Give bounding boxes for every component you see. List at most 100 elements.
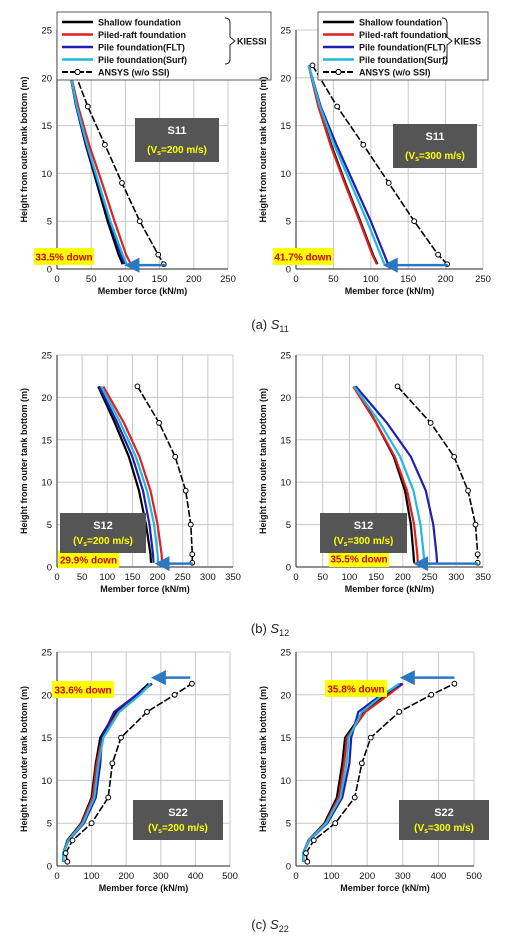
y-tick-label: 20: [41, 690, 52, 701]
legend-marker: [74, 68, 81, 76]
vs-subscript: s: [415, 156, 419, 163]
series-point: [385, 180, 392, 186]
series-line-0: [302, 682, 402, 862]
y-tick-label: 15: [280, 121, 291, 132]
y-tick-label: 25: [280, 26, 291, 37]
annotation-background: [34, 248, 94, 265]
series-point: [187, 521, 194, 528]
y-tick-label: 5: [47, 520, 52, 531]
series-line-0: [97, 385, 153, 563]
series-point: [435, 251, 442, 258]
x-axis-title: Member force (kN/m): [345, 286, 435, 296]
series-line-1: [302, 682, 404, 862]
y-tick-label: 0: [47, 265, 52, 276]
series-line-3: [353, 385, 426, 563]
series-point: [451, 453, 458, 460]
series-line-1: [352, 385, 419, 563]
vs-subscript: s: [344, 541, 348, 548]
y-tick-label: 0: [286, 265, 291, 276]
x-tick-label: 350: [475, 572, 491, 583]
annotation-background: [58, 551, 119, 568]
series-point: [101, 141, 108, 148]
x-tick-label: 200: [118, 871, 134, 882]
x-tick-label: 100: [84, 871, 100, 882]
caption-1: (a) S11: [251, 317, 289, 334]
x-tick-label: 250: [422, 572, 438, 583]
annotation-background: [329, 550, 389, 567]
legend-label: Pile foundation(FLT): [98, 42, 185, 52]
x-tick-label: 300: [200, 572, 216, 583]
series-point: [472, 521, 479, 528]
legend-marker: [335, 68, 342, 76]
series-point: [309, 62, 316, 69]
legend-label: Pile foundation(Surf): [359, 55, 448, 65]
x-tick-label: 250: [175, 572, 191, 583]
x-tick-label: 0: [293, 572, 298, 583]
y-tick-label: 10: [41, 478, 52, 489]
caption-symbol: S: [270, 621, 279, 636]
vs-prefix: (V: [405, 151, 415, 162]
caption-label: (a): [251, 317, 271, 332]
vs-value: =200 m/s): [87, 536, 133, 547]
caption-subscript: 22: [279, 924, 289, 934]
y-tick-label: 20: [280, 393, 291, 404]
caption-label: (b): [251, 621, 271, 636]
y-tick-label: 5: [47, 217, 52, 228]
series-point: [189, 680, 195, 687]
y-axis-title: Height from outer tank bottom (m): [258, 388, 268, 534]
series-point: [332, 820, 339, 827]
y-tick-label: 0: [286, 563, 291, 574]
series-point: [310, 837, 317, 844]
chart-4: 0 50 100 150 200 250 300 350 0 5 10 15 20 25 Member fo…: [258, 351, 491, 595]
series-point: [84, 103, 91, 110]
x-tick-label: 200: [395, 572, 411, 583]
caption-subscript: 12: [279, 628, 289, 638]
series-line-2: [354, 385, 439, 563]
x-tick-label: 300: [395, 871, 411, 882]
series-point: [367, 734, 374, 741]
caption-3: (c) S22: [251, 917, 288, 934]
x-tick-label: 500: [222, 871, 238, 882]
caption-subscript: 11: [279, 324, 288, 334]
series-line-2: [98, 385, 155, 563]
x-tick-label: 200: [150, 572, 166, 583]
x-axis-title: Member force (kN/m): [345, 584, 435, 594]
y-tick-label: 20: [41, 393, 52, 404]
x-tick-label: 250: [475, 274, 491, 285]
shear-wave-velocity: (Vs=300 m/s): [414, 823, 474, 835]
series-point: [62, 850, 69, 857]
vs-prefix: (V: [414, 823, 424, 834]
legend-label: ANSYS (w/o SSI): [98, 67, 170, 77]
series-point: [474, 551, 481, 558]
series-point: [134, 383, 141, 390]
series-line-1: [67, 65, 132, 265]
reduction-annotation: 33.6% down: [54, 686, 111, 697]
chart-3: 0 50 100 150 200 250 300 350 0 5 10 15 20 25 Member fo…: [19, 351, 241, 595]
case-title: S12: [93, 520, 113, 532]
y-tick-label: 25: [280, 351, 291, 362]
vs-prefix: (V: [73, 536, 83, 547]
y-tick-label: 5: [286, 520, 291, 531]
y-axis-title: Height from outer tank bottom (m): [258, 77, 268, 223]
x-tick-label: 150: [152, 274, 168, 285]
x-tick-label: 150: [368, 572, 384, 583]
x-tick-label: 0: [54, 871, 59, 882]
series-line-4: [71, 65, 165, 265]
series-point: [334, 103, 341, 110]
y-tick-label: 0: [47, 563, 52, 574]
annotation-background: [52, 681, 114, 698]
legend-label: Pile foundation(Surf): [98, 55, 187, 65]
legend-label: Shallow foundation: [359, 17, 442, 27]
x-tick-label: 400: [430, 871, 446, 882]
x-axis-title: Member force (kN/m): [99, 883, 189, 893]
case-box: [135, 118, 219, 162]
annotation-background: [325, 680, 387, 697]
vs-value: =200 m/s): [162, 823, 208, 834]
y-tick-label: 5: [47, 819, 52, 830]
series-point: [105, 794, 112, 801]
vs-subscript: s: [157, 150, 161, 157]
series-point: [172, 453, 179, 460]
series-line-1: [102, 385, 164, 563]
series-point: [64, 858, 71, 865]
vs-prefix: (V: [334, 536, 344, 547]
